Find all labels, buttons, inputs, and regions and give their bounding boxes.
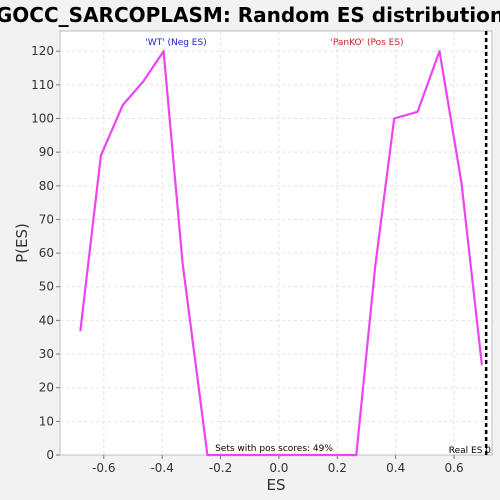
real-es-label: Real ES 0 (449, 446, 492, 456)
x-tick-label: 0.6 (445, 461, 464, 475)
series-layer (79, 50, 483, 457)
axis-layer: 0 10 20 30 40 50 60 70 80 90 100 110 120 -0.6 -0.4 -0.2… (31, 44, 464, 475)
x-tick-label: -0.4 (150, 461, 173, 475)
y-tick-label: 100 (31, 111, 54, 125)
neg-es-annotation: 'WT' (Neg ES) (145, 38, 206, 48)
series-line (79, 50, 483, 457)
data-point (480, 363, 483, 366)
y-axis-label: P(ES) (13, 223, 31, 263)
y-tick-label: 40 (39, 313, 54, 327)
x-tick-label: -0.2 (209, 461, 232, 475)
y-tick-label: 50 (39, 280, 54, 294)
x-tick-label: 0.4 (386, 461, 405, 475)
data-point (79, 329, 82, 332)
data-point (416, 110, 419, 113)
x-tick-label: -0.6 (92, 461, 115, 475)
y-tick-label: 0 (46, 448, 54, 462)
y-tick-label: 30 (39, 347, 54, 361)
y-tick-label: 60 (39, 246, 54, 260)
plot-area (59, 30, 493, 456)
data-point (99, 154, 102, 157)
y-tick-label: 70 (39, 212, 54, 226)
data-point (181, 262, 184, 265)
data-point (438, 50, 441, 53)
pos-es-annotation: 'PanKO' (Pos ES) (330, 38, 403, 48)
y-tick-label: 110 (31, 78, 54, 92)
y-tick-label: 20 (39, 381, 54, 395)
x-tick-label: 0.0 (269, 461, 288, 475)
data-point (162, 50, 165, 53)
y-tick-label: 90 (39, 145, 54, 159)
data-point (142, 80, 145, 83)
x-tick-label: 0.2 (328, 461, 347, 475)
data-point (355, 454, 358, 456)
pos-scores-note: Sets with pos scores: 49% (215, 444, 333, 454)
data-point (460, 181, 463, 184)
y-tick-label: 10 (39, 414, 54, 428)
data-point (393, 117, 396, 120)
data-point (121, 104, 124, 107)
y-tick-label: 120 (31, 44, 54, 58)
data-point (374, 265, 377, 268)
data-point (206, 454, 209, 456)
grid-layer (60, 31, 492, 455)
chart-title: GOCC_SARCOPLASM: Random ES distribution (0, 3, 500, 27)
y-tick-label: 80 (39, 179, 54, 193)
x-axis-label: ES (267, 476, 286, 494)
